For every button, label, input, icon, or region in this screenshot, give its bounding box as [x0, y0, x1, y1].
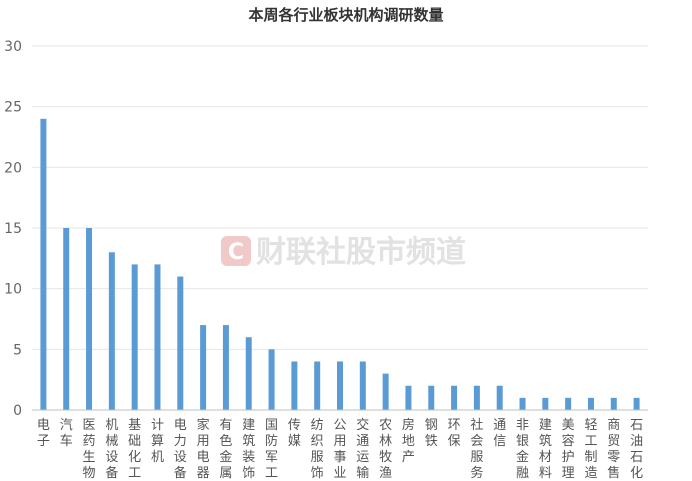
x-category-label: 电子: [37, 418, 50, 449]
x-category-label: 汽车: [60, 418, 73, 449]
bar: [587, 397, 594, 410]
x-axis-labels: 电子汽车医药生物机械设备基础化工计算机电力设备家用电器有色金属建筑装饰国防军工传…: [37, 417, 643, 481]
x-category-label: 商贸零售: [607, 418, 620, 481]
x-category-label: 家用电器: [197, 417, 210, 481]
grid-lines: [32, 45, 648, 350]
bar: [291, 361, 298, 410]
bar: [496, 385, 503, 410]
y-tick-label: 15: [4, 221, 22, 237]
bar: [542, 397, 549, 410]
x-category-label: 交通运输: [356, 417, 369, 481]
chart-title: 本周各行业板块机构调研数量: [248, 6, 443, 24]
bar: [382, 373, 389, 410]
x-category-label: 基础化工: [128, 418, 141, 481]
bar: [131, 264, 138, 410]
y-tick-label: 10: [4, 282, 22, 298]
bar: [63, 228, 70, 410]
bar: [222, 325, 229, 410]
bar: [337, 361, 343, 410]
c-logo-letter: C: [228, 240, 244, 265]
bar: [451, 385, 458, 410]
x-category-label: 医药生物: [83, 418, 96, 481]
bar: [405, 385, 412, 410]
bar: [633, 397, 640, 410]
y-tick-label: 20: [4, 160, 22, 176]
bar: [86, 228, 93, 410]
bar: [40, 118, 47, 411]
bar: [565, 397, 572, 410]
x-category-label: 非银金融: [516, 418, 529, 481]
bar: [245, 337, 252, 410]
x-category-label: 房地产: [402, 417, 415, 465]
watermark-text: 财联社股市频道: [256, 235, 466, 270]
y-tick-label: 30: [4, 39, 22, 55]
bar: [108, 252, 115, 410]
bar: [428, 385, 435, 410]
bar: [177, 276, 184, 410]
x-category-label: 电力设备: [174, 418, 187, 481]
x-category-label: 机械设备: [105, 418, 118, 481]
x-category-label: 环保: [448, 418, 461, 449]
y-tick-label: 25: [4, 100, 22, 116]
x-category-label: 钢铁: [425, 418, 438, 449]
bar: [359, 361, 366, 410]
x-category-label: 轻工制造: [584, 418, 597, 481]
x-category-label: 纺织服饰: [311, 418, 324, 481]
bar: [519, 397, 526, 410]
x-category-label: 国防军工: [265, 418, 278, 481]
bar: [473, 385, 480, 410]
x-category-label: 社会服务: [470, 417, 483, 481]
x-category-label: 公用事业: [333, 418, 346, 481]
x-category-label: 计算机: [151, 418, 164, 465]
x-category-label: 有色金属: [219, 418, 232, 481]
c-logo-icon: [221, 236, 251, 266]
x-category-label: 石油石化: [630, 418, 643, 481]
bar: [314, 361, 321, 410]
bar: [154, 264, 161, 410]
bar: [610, 397, 617, 410]
x-category-label: 传媒: [288, 418, 301, 449]
y-axis-ticks: 0 5 10 15 20 25 30: [4, 39, 22, 419]
x-category-label: 通信: [493, 418, 506, 449]
x-category-label: 农林牧渔: [379, 418, 392, 481]
y-tick-label: 0: [13, 403, 22, 419]
x-category-label: 建筑装饰: [242, 418, 255, 481]
bars: [40, 118, 640, 411]
y-tick-label: 5: [13, 342, 22, 358]
bar: [200, 325, 207, 410]
x-category-label: 建筑材料: [539, 418, 552, 481]
x-category-label: 美容护理: [562, 418, 575, 481]
bar: [268, 349, 275, 410]
watermark: C 财联社股市频道: [221, 235, 466, 270]
